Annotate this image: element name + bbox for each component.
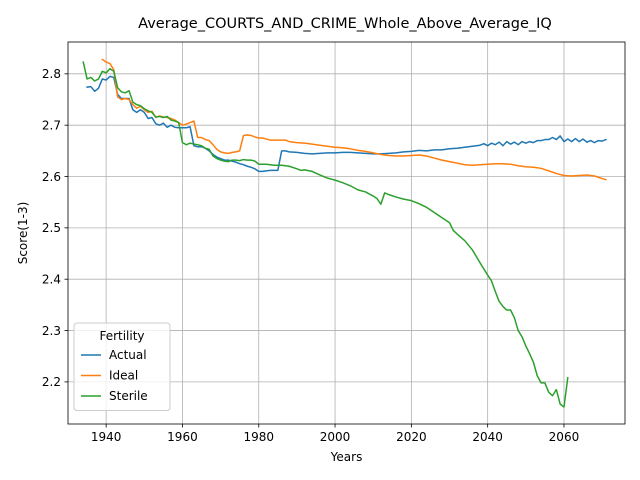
series-lines	[82, 58, 607, 408]
y-tick-label: 2.6	[42, 170, 61, 184]
chart-title: Average_COURTS_AND_CRIME_Whole_Above_Ave…	[138, 16, 552, 32]
y-tick-label: 2.7	[42, 118, 61, 132]
legend-title: Fertility	[99, 329, 144, 343]
plot-frame	[67, 41, 626, 425]
series-line-sterile	[82, 61, 569, 408]
y-tick-label: 2.3	[42, 324, 61, 338]
x-tick-label: 2040	[472, 430, 503, 444]
y-axis-label: Score(1-3)	[16, 202, 30, 265]
y-axis: 2.2 2.3 2.4 2.5 2.6 2.7 2.8	[42, 67, 68, 389]
x-tick-label: 2000	[320, 430, 351, 444]
x-tick-label: 1960	[167, 430, 198, 444]
legend-box	[73, 322, 171, 411]
legend: Fertility Actual Ideal Sterile	[73, 322, 171, 411]
x-tick-label: 2020	[396, 430, 427, 444]
series-line-actual	[86, 75, 607, 173]
legend-label-actual: Actual	[109, 348, 147, 362]
legend-entries: Actual Ideal Sterile	[81, 348, 148, 403]
legend-label-ideal: Ideal	[109, 369, 138, 383]
y-tick-label: 2.5	[42, 221, 61, 235]
x-axis: 1940 1960 1980 2000 2020 2040 2060	[91, 424, 579, 444]
y-tick-label: 2.2	[42, 375, 61, 389]
y-tick-label: 2.8	[42, 67, 61, 81]
x-tick-label: 1940	[91, 430, 122, 444]
x-tick-label: 1980	[243, 430, 274, 444]
legend-label-sterile: Sterile	[109, 389, 148, 403]
y-tick-label: 2.4	[42, 273, 61, 287]
x-tick-label: 2060	[549, 430, 580, 444]
x-axis-label: Years	[330, 450, 363, 464]
